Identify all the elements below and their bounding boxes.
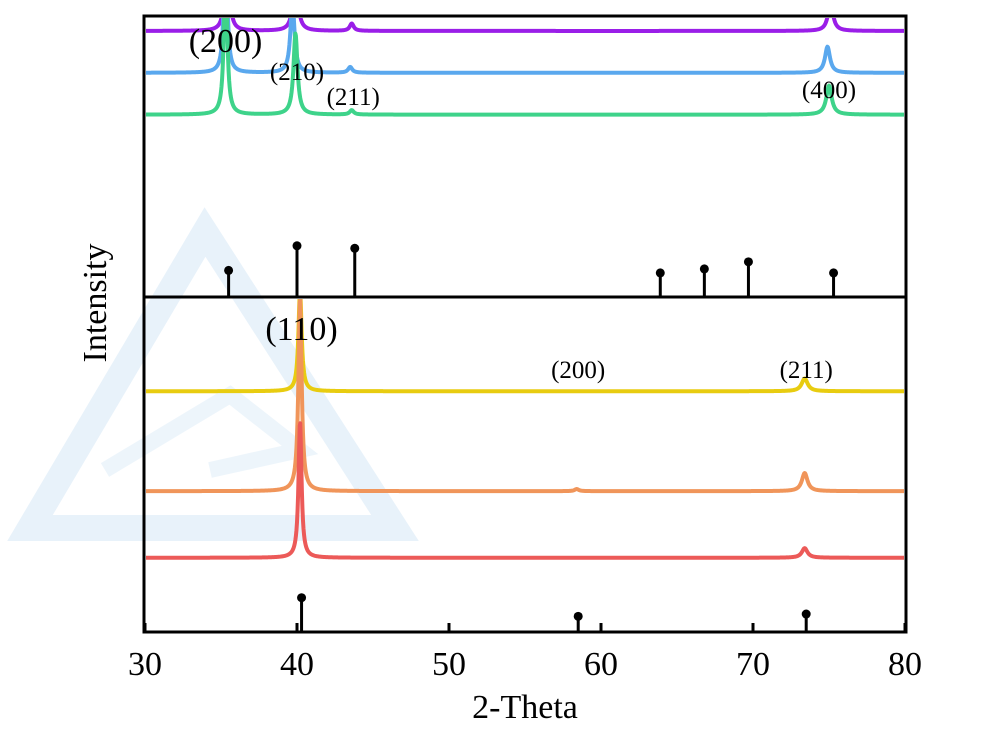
peak-label: (211) (327, 84, 380, 111)
reference-stick-marker (224, 265, 234, 275)
peak-label: (110) (265, 311, 337, 348)
reference-stick-marker (350, 243, 360, 253)
reference-stick-marker (297, 593, 307, 603)
reference-stick-marker (743, 257, 753, 267)
x-axis: 30 40 50 60 70 80 (128, 623, 922, 683)
watermark-inner (100, 385, 319, 478)
pattern-4-line (146, 299, 904, 394)
x-tick-label: 80 (888, 646, 922, 683)
peak-label: (210) (270, 59, 324, 86)
peak-label: (200) (551, 357, 605, 384)
reference-stick-marker (573, 611, 583, 621)
series-group (146, 299, 904, 560)
peak-label: (200) (189, 23, 263, 60)
x-tick-label: 70 (736, 646, 770, 683)
reference-stick-marker (292, 241, 302, 251)
pattern-6-line (146, 421, 904, 560)
pattern-1-line (146, 18, 904, 33)
reference-stick-marker (801, 609, 811, 619)
reference-stick-marker (699, 264, 709, 274)
series-group (146, 18, 904, 117)
pattern-2-line (146, 18, 904, 75)
x-axis-title: 2-Theta (472, 689, 578, 726)
x-tick-label: 60 (584, 646, 618, 683)
x-tick-label: 40 (280, 646, 314, 683)
x-tick-label: 50 (432, 646, 466, 683)
peak-label: (400) (802, 77, 856, 104)
pattern-3-line (146, 18, 904, 117)
top-panel: (200) (210)(211) (400) (146, 18, 904, 296)
bottom-panel: (110) (200) (211) (146, 299, 904, 631)
reference-stick-marker (655, 268, 665, 278)
x-tick-label: 30 (128, 646, 162, 683)
pattern-5-line (146, 299, 904, 494)
y-axis-title: Intensity (77, 244, 114, 363)
peak-label: (211) (780, 357, 833, 384)
bottom-panel-frame (142, 295, 908, 634)
reference-stick-marker (829, 268, 839, 278)
